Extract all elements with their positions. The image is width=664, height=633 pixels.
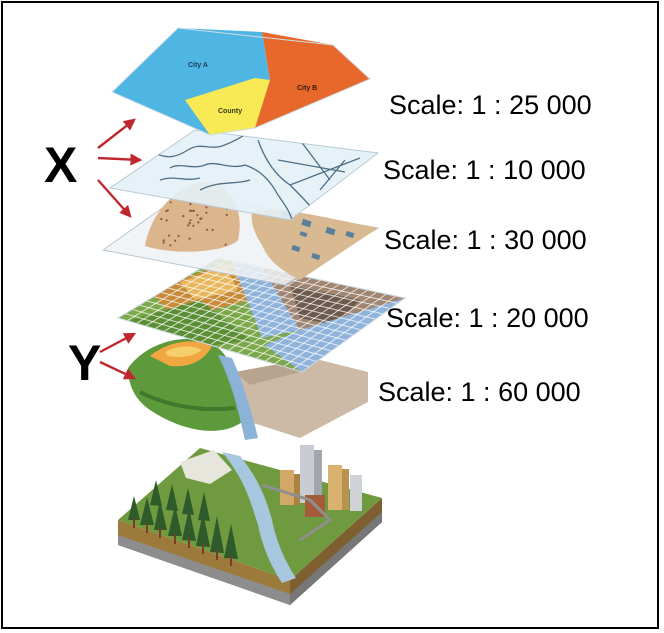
terrain-dot [162, 239, 165, 242]
y-arrows [99, 332, 137, 380]
terrain-dot [188, 221, 191, 224]
grid-line [218, 279, 322, 349]
terrain-dot [211, 228, 214, 232]
grid-line [283, 293, 387, 368]
terrain-features-layer [101, 182, 380, 286]
terrain-dot [174, 239, 177, 242]
grid-line [182, 271, 284, 338]
grid-line [172, 269, 275, 335]
terrain-dot [189, 203, 192, 206]
grid-line [264, 289, 368, 362]
terrain-dot [224, 243, 227, 246]
real-world-block [118, 445, 382, 605]
scale-label-elevation: Scale: 1 : 60 000 [378, 377, 581, 407]
grid-line [246, 285, 350, 357]
grid-line [163, 267, 266, 332]
terrain-dot [177, 234, 180, 237]
terrain-dot [189, 219, 192, 222]
terrain-dot [187, 224, 190, 227]
terrain-dots [160, 201, 228, 247]
terrain-dot [168, 234, 171, 237]
terrain-dot [169, 244, 172, 247]
scale-label-political: Scale: 1 : 25 000 [389, 90, 592, 120]
terrain-dot [192, 209, 195, 212]
terrain-dot [160, 217, 163, 221]
x-arrows [97, 118, 143, 218]
terrain-dot [205, 228, 209, 231]
terrain-dot [205, 211, 208, 214]
x-marker-label: X [44, 137, 78, 193]
grid-line [228, 281, 331, 351]
city-b-label: City B [297, 85, 317, 92]
terrain-dot [166, 209, 169, 212]
elevation-layer [128, 338, 368, 440]
scale-label-roads: Scale: 1 : 10 000 [383, 155, 586, 185]
terrain-dot [205, 206, 208, 209]
terrain-dot [197, 221, 200, 224]
terrain-dot [188, 237, 191, 240]
grid-line [209, 277, 312, 346]
political-layer: City A County City B [111, 27, 371, 136]
terrain-dot [165, 219, 168, 222]
city-a-label: City A [188, 62, 208, 69]
grid-line [191, 273, 294, 341]
scale-label-grid: Scale: 1 : 20 000 [386, 303, 589, 333]
y-marker-label: Y [68, 335, 102, 391]
terrain-dot [190, 209, 193, 212]
roads-layer [108, 129, 380, 221]
grid-line [274, 291, 378, 365]
terrain-dot [182, 215, 185, 218]
county-label: County [218, 108, 242, 115]
terrain-dot [192, 224, 195, 227]
scale-label-terrain: Scale: 1 : 30 000 [384, 225, 587, 255]
terrain-dot [225, 213, 228, 216]
grid-line [200, 275, 303, 343]
terrain-dot [189, 209, 192, 212]
grid-line [255, 287, 359, 359]
terrain-dot [169, 201, 172, 204]
terrain-dot [196, 214, 199, 217]
raster-grid-layer [116, 257, 407, 373]
terrain-dot [162, 241, 165, 244]
terrain-dot [200, 217, 203, 220]
grid-line [292, 295, 396, 370]
grid-line [237, 283, 340, 354]
